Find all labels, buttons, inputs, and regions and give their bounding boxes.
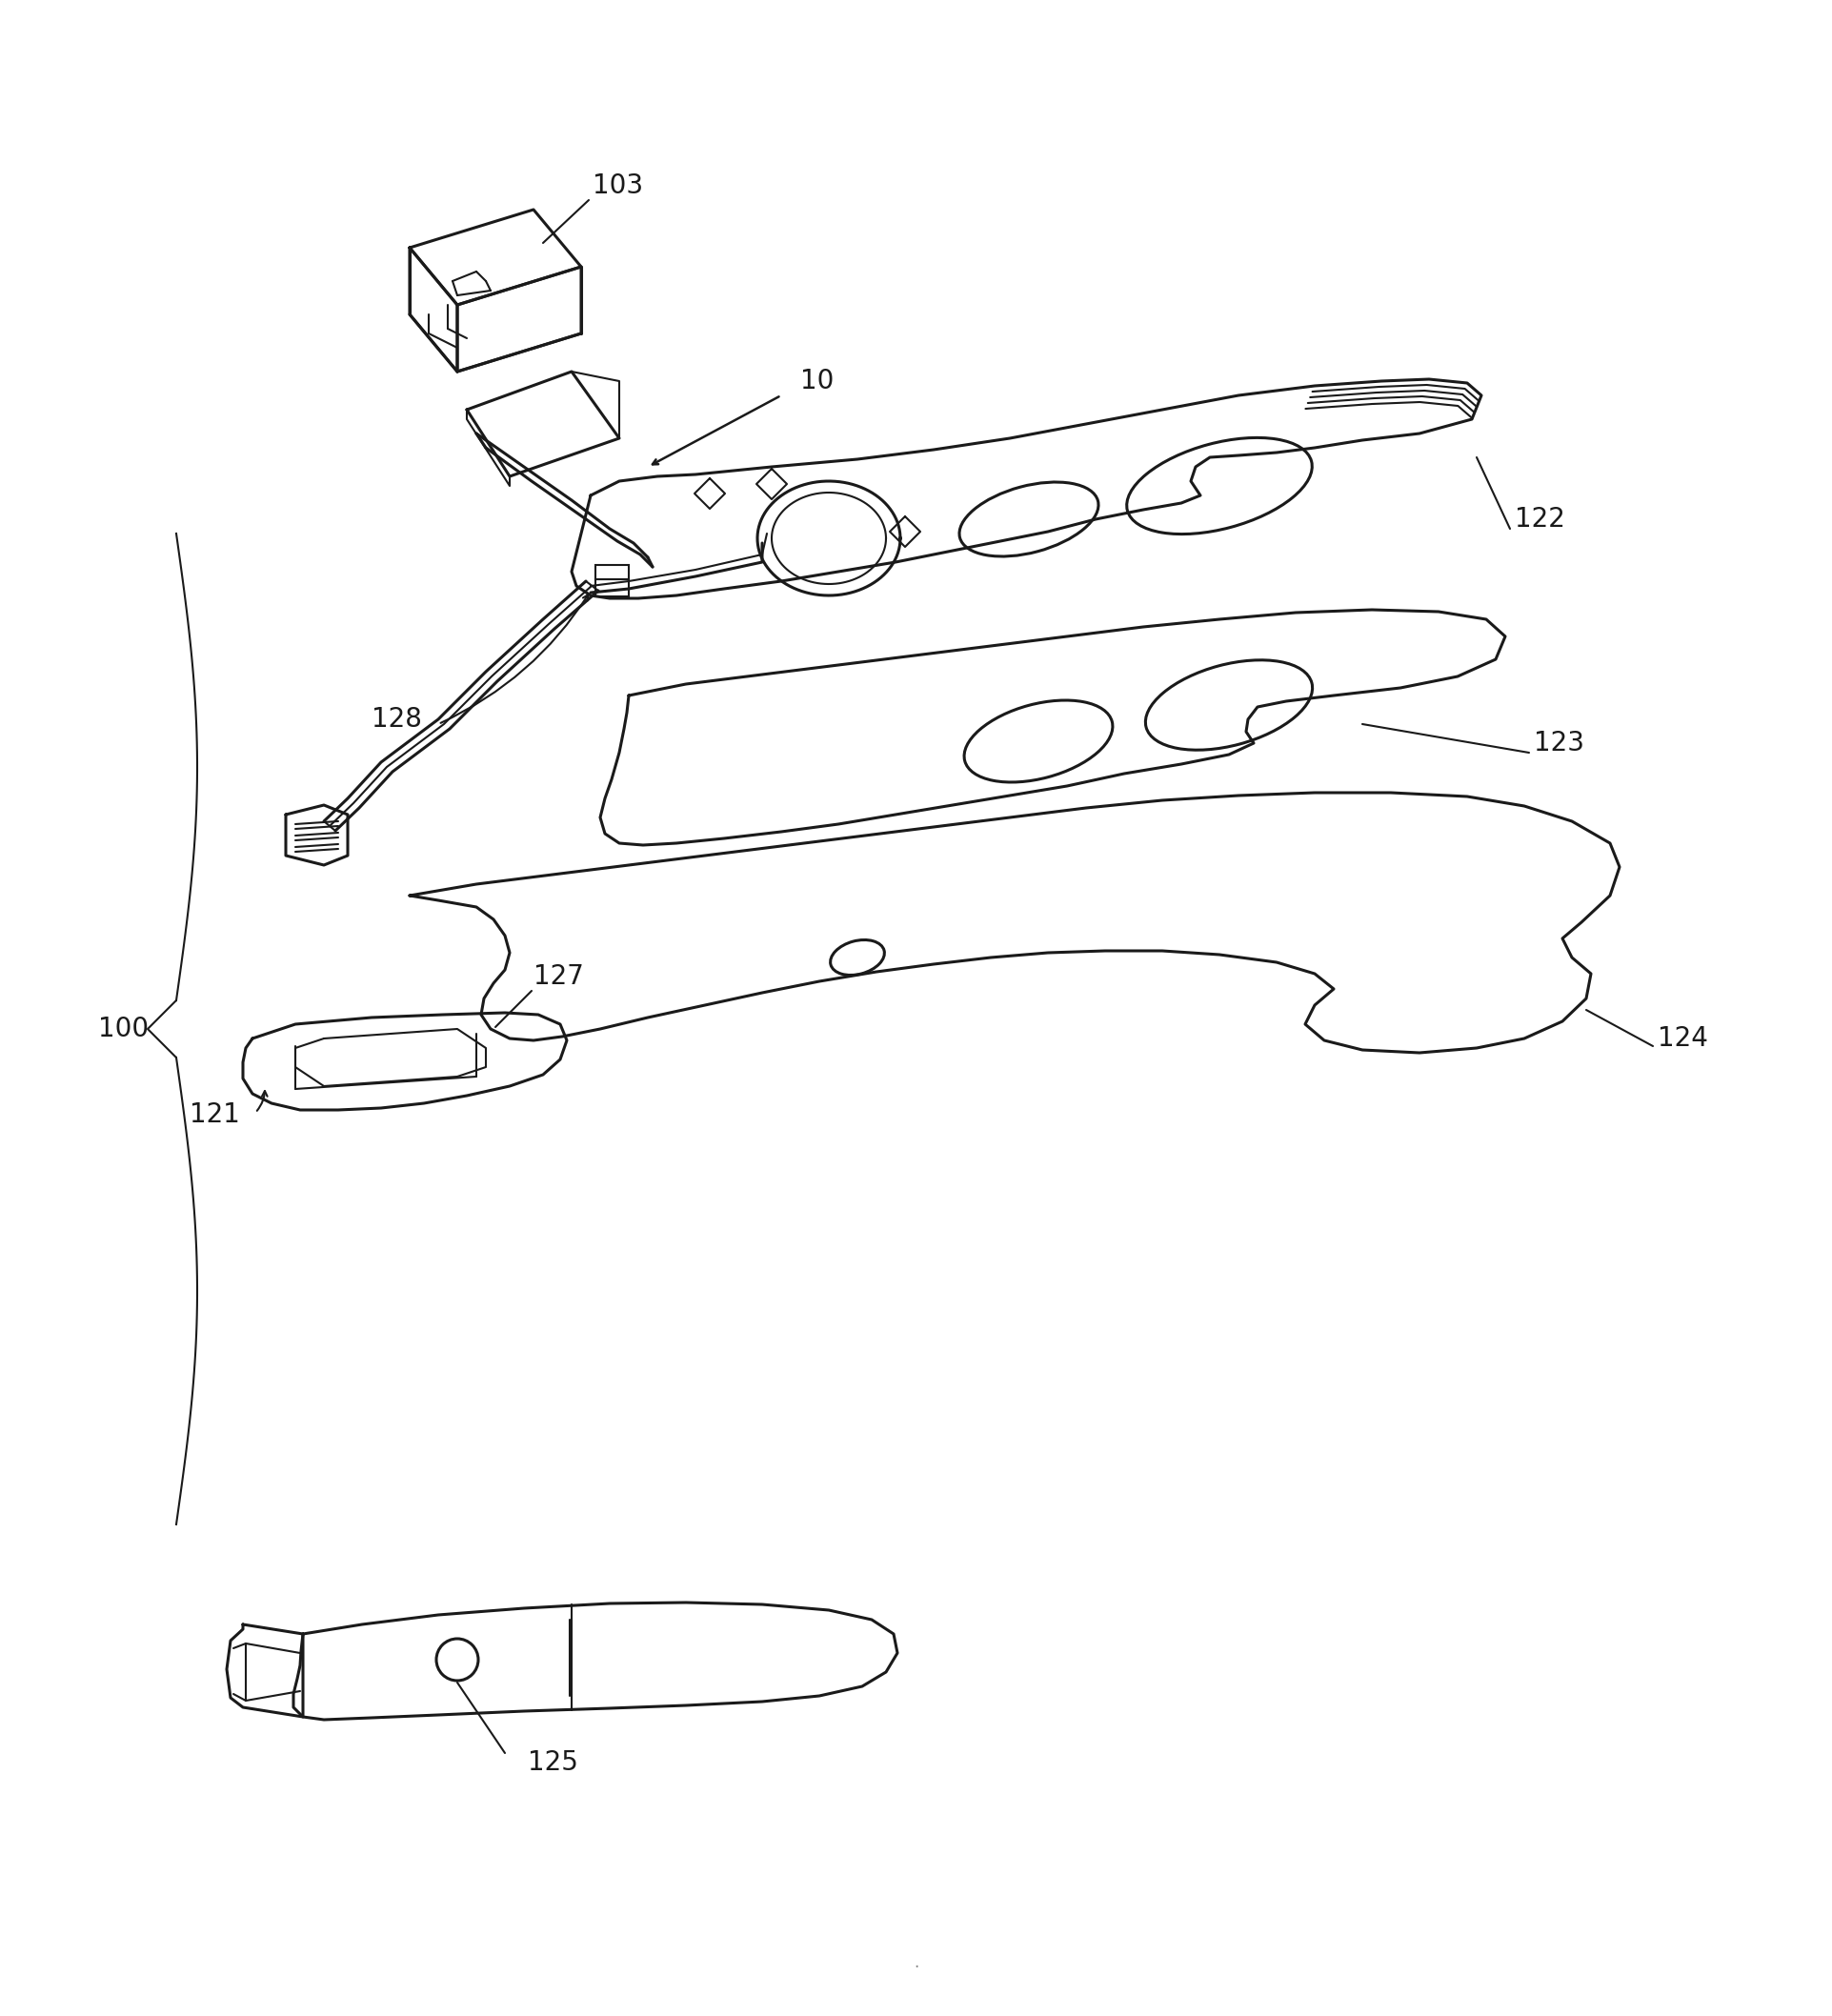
Text: .: . [914, 1954, 918, 1972]
Text: 123: 123 [1533, 730, 1583, 756]
Bar [595, 579, 628, 597]
Text: 103: 103 [592, 173, 643, 200]
Text: 100: 100 [99, 1016, 148, 1042]
Text: 125: 125 [528, 1750, 577, 1776]
Text: 121: 121 [189, 1101, 240, 1129]
Text: 122: 122 [1513, 506, 1565, 532]
Text: 124: 124 [1656, 1026, 1707, 1052]
Text: 127: 127 [533, 964, 584, 990]
Bar [595, 564, 628, 579]
Text: 128: 128 [372, 706, 421, 732]
Text: 10: 10 [801, 367, 834, 395]
